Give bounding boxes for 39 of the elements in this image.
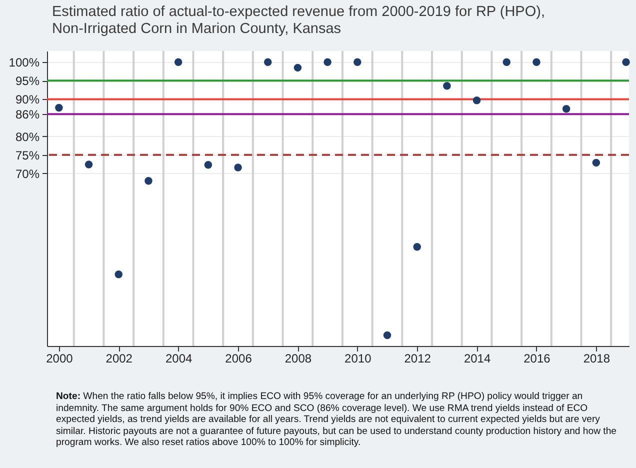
point — [502, 58, 511, 66]
point — [114, 270, 123, 278]
point — [55, 104, 63, 112]
point — [294, 64, 302, 72]
y-tick-label: 95% — [15, 74, 40, 88]
point — [324, 58, 332, 66]
point — [174, 58, 182, 66]
x-tick-label: 2016 — [524, 352, 551, 366]
x-tick-label: 2008 — [284, 352, 312, 366]
point — [532, 58, 540, 66]
point — [84, 160, 93, 168]
point — [234, 164, 242, 172]
y-tick-label: 80% — [15, 130, 40, 144]
text: Note: When the ratio falls below 95%, it implies ECO with 95% coverage for an underlying RP (HPO) policy would trigger an indemnity. The same argument holds for 90% ECO and SCO (86% coverage level). We use RMA trend yields instead of ECO expected yields, as trend yields are available for all years. Trend yields are not equivalent to current expected yields but are very similar. Historic payouts are not a guarantee of future payouts, but can be used to understand county production history and how the program works. We also reset ratios above 100% to 100% for simplicity. — [56, 391, 618, 449]
y-tick-label: 90% — [15, 92, 40, 107]
x-tick-label: 2000 — [46, 352, 74, 366]
point — [413, 243, 421, 251]
x-tick-label: 2012 — [404, 352, 432, 366]
point — [144, 177, 152, 185]
point — [472, 96, 481, 104]
point — [622, 58, 630, 66]
x-tick-label: 2018 — [583, 352, 610, 366]
y-tick-label: 100% — [8, 56, 40, 70]
point — [592, 158, 600, 167]
point — [383, 331, 392, 340]
x-tick-label: 2010 — [344, 352, 372, 366]
point — [562, 105, 570, 113]
x-tick-label: 2014 — [464, 352, 491, 366]
y-tick-label: 70% — [15, 166, 40, 181]
y-tick-label: 86% — [15, 108, 40, 122]
chart-title: Estimated ratio of actual-to-expected revenue from 2000-2019 for RP (HPO), Non-Irrigated Corn in Marion County, Kansas — [52, 4, 546, 38]
point — [264, 58, 272, 66]
point — [204, 161, 212, 169]
point — [443, 82, 451, 90]
x-tick-label: 2002 — [106, 352, 133, 366]
y-tick-label: 75% — [15, 148, 40, 162]
x-tick-label: 2004 — [165, 352, 192, 366]
point — [354, 58, 362, 66]
x-tick-label: 2006 — [225, 352, 252, 366]
